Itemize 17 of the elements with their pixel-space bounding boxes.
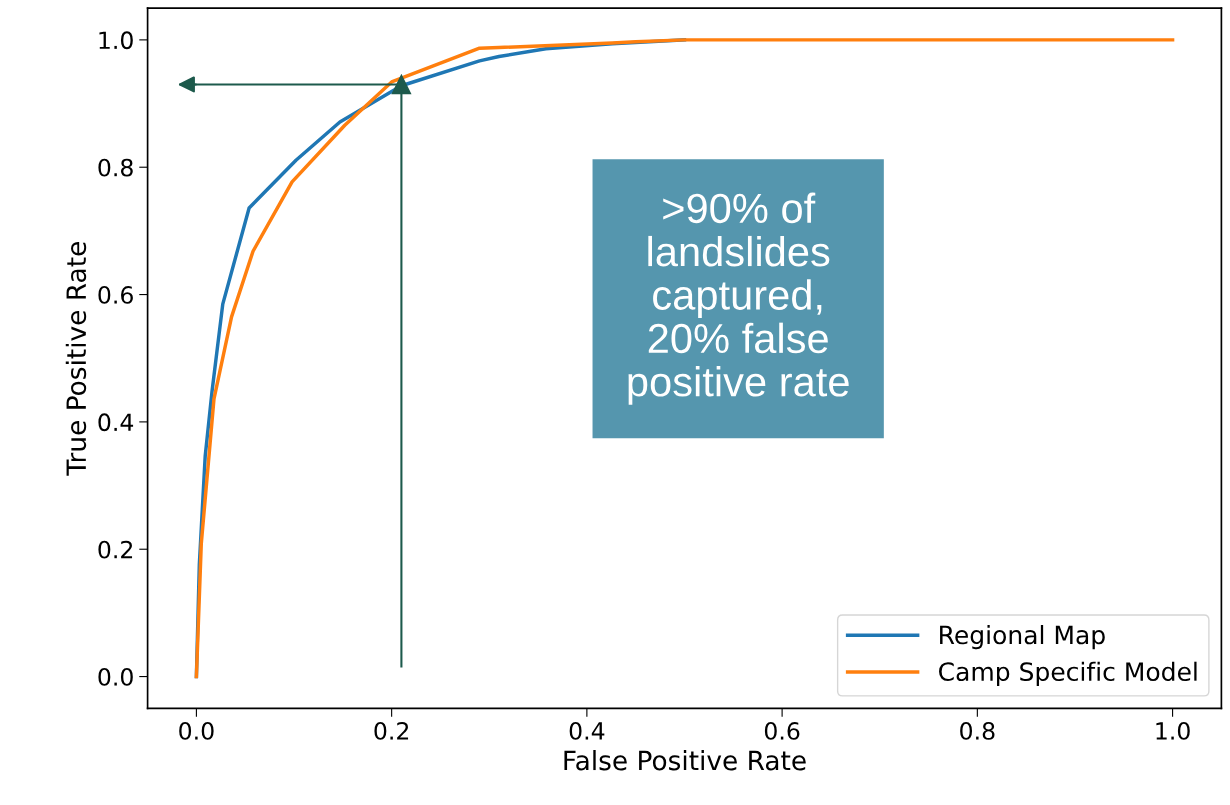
y-tick-label: 1.0 xyxy=(99,31,133,50)
y-tick-label: 0.0 xyxy=(98,668,133,686)
y-tick-label: 0.4 xyxy=(98,413,134,432)
y-tick-label: 0.2 xyxy=(98,540,133,559)
legend-label: Regional Map xyxy=(940,625,1105,650)
x-tick-label: 0.2 xyxy=(374,722,409,740)
x-tick-label: 0.8 xyxy=(960,722,995,740)
x-tick-label: 0.4 xyxy=(569,722,605,740)
y-tick-label: 0.6 xyxy=(98,286,133,304)
legend-label: Camp Specific Model xyxy=(939,661,1197,686)
x-tick-label: 1.0 xyxy=(1156,722,1190,740)
y-tick-label: 0.8 xyxy=(98,158,133,177)
y-axis-title: True Positive Rate xyxy=(65,242,87,476)
annotation: >90% of landslides captured, 20% false positive rate xyxy=(628,192,849,405)
x-tick-label: 0.6 xyxy=(764,722,800,740)
x-axis-title: False Positive Rate xyxy=(564,750,806,771)
x-tick-label: 0.0 xyxy=(179,722,214,740)
